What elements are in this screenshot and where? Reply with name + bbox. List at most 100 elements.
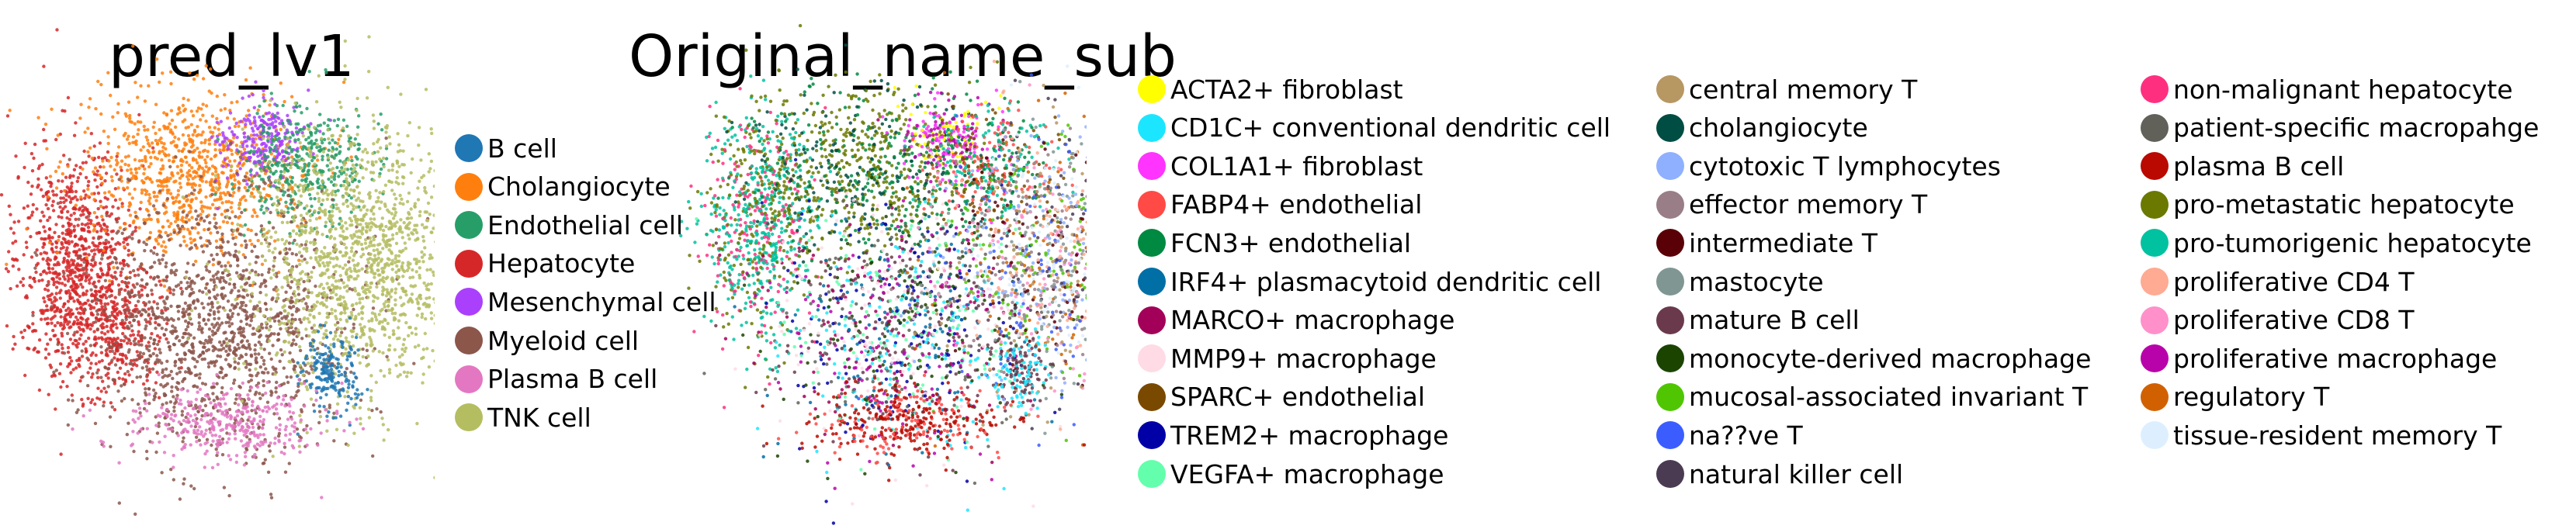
- legend-entry: non-malignant hepatocyte: [2141, 70, 2513, 109]
- legend-color-dot: [2141, 268, 2169, 296]
- legend-color-dot: [1138, 460, 1166, 488]
- legend-entry: CD1C+ conventional dendritic cell: [1138, 109, 1610, 147]
- umap-scatter-pred-lv1: [0, 28, 435, 516]
- legend-entry: IRF4+ plasmacytoid dendritic cell: [1138, 262, 1601, 301]
- legend-entry: Endothelial cell: [455, 206, 683, 244]
- legend-label: Hepatocyte: [487, 248, 636, 279]
- legend-color-dot: [1656, 306, 1684, 334]
- legend-entry: MMP9+ macrophage: [1138, 339, 1437, 378]
- legend-entry: plasma B cell: [2141, 147, 2344, 185]
- legend-color-dot: [1138, 75, 1166, 103]
- legend-color-dot: [1656, 344, 1684, 373]
- legend-color-dot: [2141, 306, 2169, 334]
- legend-label: FCN3+ endothelial: [1170, 227, 1412, 258]
- legend-entry: pro-tumorigenic hepatocyte: [2141, 223, 2532, 262]
- legend-color-dot: [455, 172, 483, 201]
- legend-entry: B cell: [455, 129, 557, 168]
- legend-entry: natural killer cell: [1656, 455, 1903, 493]
- legend-label: pro-tumorigenic hepatocyte: [2173, 227, 2532, 258]
- legend-label: FABP4+ endothelial: [1170, 189, 1423, 220]
- legend-color-dot: [1656, 382, 1684, 411]
- legend-entry: Plasma B cell: [455, 360, 657, 399]
- legend-label: B cell: [487, 133, 557, 164]
- legend-color-dot: [2141, 75, 2169, 103]
- legend-entry: proliferative macrophage: [2141, 339, 2497, 378]
- legend-entry: regulatory T: [2141, 378, 2329, 417]
- legend-label: cytotoxic T lymphocytes: [1689, 150, 2001, 182]
- legend-entry: central memory T: [1656, 70, 1917, 109]
- legend-label: mastocyte: [1689, 266, 1824, 297]
- legend-entry: ACTA2+ fibroblast: [1138, 70, 1403, 109]
- legend-entry: FCN3+ endothelial: [1138, 223, 1411, 262]
- legend-entry: patient-specific macropahge: [2141, 109, 2539, 147]
- legend-color-dot: [1138, 306, 1166, 334]
- legend-label: Plasma B cell: [487, 364, 658, 395]
- legend-color-dot: [1656, 113, 1684, 142]
- cluster-hepatocyte: [0, 28, 168, 456]
- legend-color-dot: [1138, 344, 1166, 373]
- legend-color-dot: [1656, 229, 1684, 258]
- legend-label: MARCO+ macrophage: [1170, 305, 1455, 336]
- legend-entry: MARCO+ macrophage: [1138, 301, 1454, 340]
- legend-label: SPARC+ endothelial: [1170, 382, 1426, 413]
- legend-color-dot: [455, 211, 483, 240]
- legend-color-dot: [1656, 190, 1684, 219]
- legend-color-dot: [455, 327, 483, 354]
- legend-color-dot: [455, 365, 483, 393]
- legend-label: Mesenchymal cell: [487, 286, 716, 317]
- legend-label: plasma B cell: [2173, 150, 2345, 182]
- legend-entry: intermediate T: [1656, 223, 1877, 262]
- legend-color-dot: [1138, 421, 1166, 450]
- legend-label: TNK cell: [487, 402, 591, 433]
- panel-title-original-name-sub: Original_name_sub: [629, 23, 1177, 90]
- legend-color-dot: [2141, 382, 2169, 411]
- legend-entry: mastocyte: [1656, 262, 1824, 301]
- legend-entry: SPARC+ endothelial: [1138, 378, 1425, 417]
- cluster-tnk: [181, 35, 435, 479]
- legend-color-dot: [455, 249, 483, 278]
- legend-color-dot: [2141, 113, 2169, 142]
- panel-title-pred-lv1: pred_lv1: [109, 23, 355, 90]
- legend-color-dot: [1656, 152, 1684, 181]
- legend-entry: VEGFA+ macrophage: [1138, 455, 1444, 493]
- legend-color-dot: [1138, 190, 1166, 219]
- legend-color-dot: [1656, 460, 1684, 488]
- cluster-plasma-b: [71, 372, 366, 500]
- legend-color-dot: [1656, 268, 1684, 296]
- legend-label: proliferative CD8 T: [2173, 305, 2415, 336]
- legend-label: COL1A1+ fibroblast: [1170, 150, 1423, 182]
- legend-color-dot: [1138, 229, 1166, 258]
- cluster-hepatocyte-sub: [679, 48, 839, 410]
- legend-label: intermediate T: [1689, 227, 1877, 258]
- legend-color-dot: [455, 403, 483, 432]
- legend-entry: proliferative CD8 T: [2141, 301, 2415, 340]
- legend-label: non-malignant hepatocyte: [2173, 74, 2513, 105]
- legend-entry: pro-metastatic hepatocyte: [2141, 185, 2515, 224]
- umap-scatter-original-name-sub: [679, 23, 1087, 525]
- legend-label: natural killer cell: [1689, 458, 1904, 489]
- legend-label: patient-specific macropahge: [2173, 112, 2540, 143]
- cluster-b-cell-sub: [977, 327, 1068, 420]
- legend-label: central memory T: [1689, 74, 1918, 105]
- legend-label: regulatory T: [2173, 382, 2330, 413]
- legend-color-dot: [1138, 268, 1166, 296]
- legend-entry: proliferative CD4 T: [2141, 262, 2415, 301]
- cluster-tnk-sub: [857, 59, 1087, 448]
- legend-entry: effector memory T: [1656, 185, 1927, 224]
- legend-label: VEGFA+ macrophage: [1170, 458, 1444, 489]
- legend-label: proliferative macrophage: [2173, 343, 2498, 374]
- legend-entry: mucosal-associated invariant T: [1656, 378, 2088, 417]
- legend-label: IRF4+ plasmacytoid dendritic cell: [1170, 266, 1602, 297]
- legend-entry: tissue-resident memory T: [2141, 416, 2501, 455]
- legend-color-dot: [2141, 190, 2169, 219]
- legend-entry: Myeloid cell: [455, 321, 639, 360]
- legend-color-dot: [1138, 382, 1166, 411]
- legend-entry: TNK cell: [455, 398, 591, 437]
- legend-entry: Cholangiocyte: [455, 168, 671, 206]
- legend-color-dot: [455, 134, 483, 162]
- legend-entry: cytotoxic T lymphocytes: [1656, 147, 2001, 185]
- legend-label: TREM2+ macrophage: [1170, 420, 1449, 451]
- legend-label: proliferative CD4 T: [2173, 266, 2415, 297]
- legend-entry: Mesenchymal cell: [455, 282, 716, 321]
- legend-color-dot: [2141, 152, 2169, 181]
